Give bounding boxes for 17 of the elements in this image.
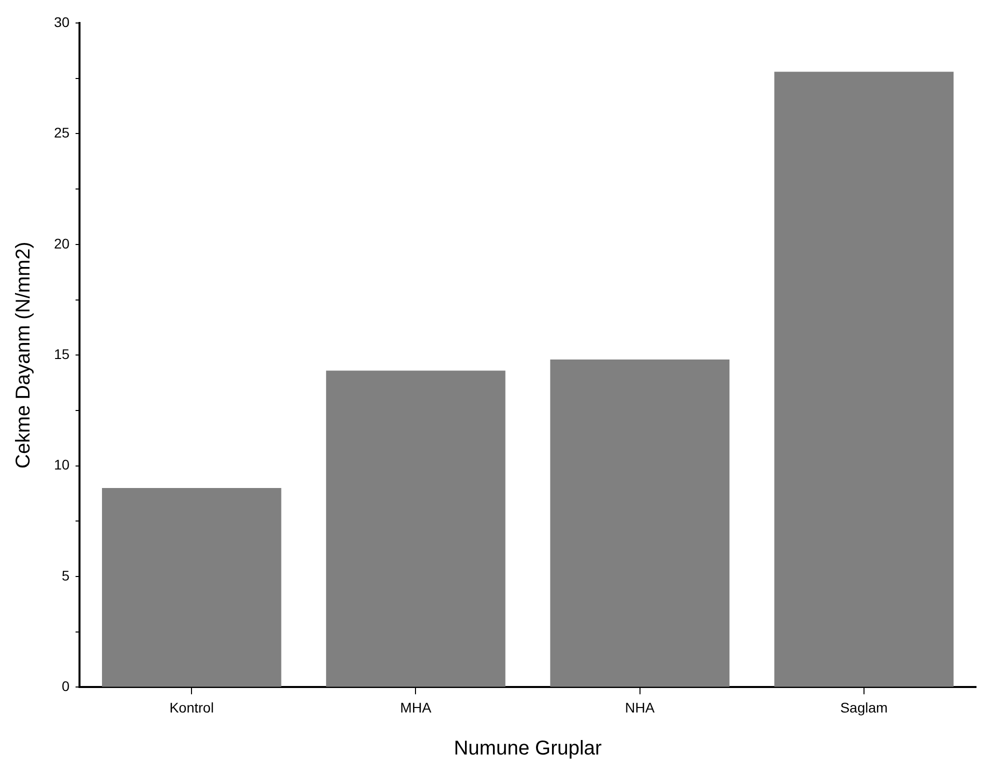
bar [550, 360, 730, 687]
y-axis-title: Cekme Dayanm (N/mm2) [12, 242, 35, 468]
bar [326, 370, 506, 687]
x-tick-label: Kontrol [169, 699, 214, 716]
y-tick-label: 25 [54, 124, 70, 141]
y-tick-label: 5 [62, 567, 70, 584]
y-tick-label: 20 [54, 235, 70, 252]
y-tick-label: 30 [54, 14, 70, 30]
x-axis-title: Numune Gruplar [454, 738, 602, 760]
y-tick-label: 15 [54, 346, 70, 362]
y-tick-label: 10 [54, 456, 70, 473]
y-tick-label: 0 [62, 678, 70, 694]
bar [102, 488, 282, 687]
x-tick-label: Saglam [840, 699, 888, 716]
x-tick-label: NHA [625, 699, 656, 716]
bar [774, 72, 954, 687]
x-tick-label: MHA [400, 699, 432, 716]
